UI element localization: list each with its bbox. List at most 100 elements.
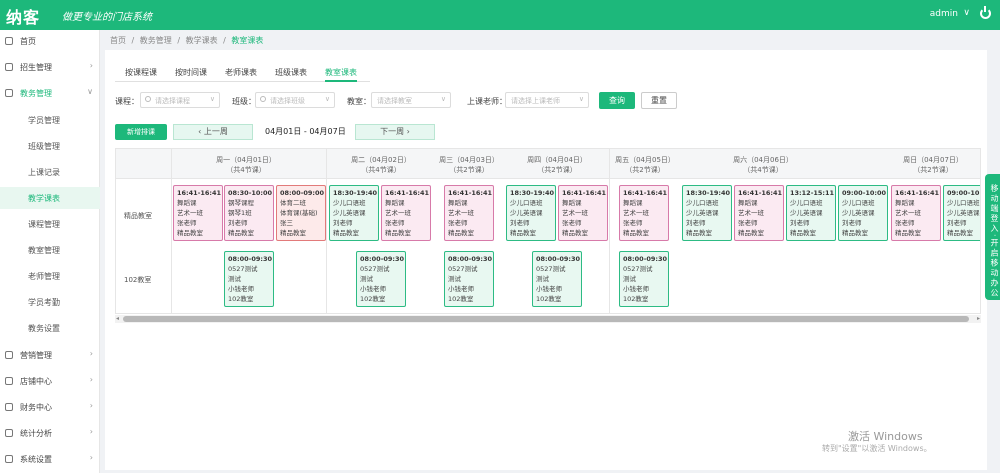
schedule-card[interactable]: 16:41-16:41 舞蹈课 艺术一班 张老师 精品教室 (619, 185, 669, 241)
card-time: 18:30-19:40 (333, 189, 378, 197)
reset-button[interactable]: 重置 (641, 92, 677, 109)
schedule-card[interactable]: 08:00-09:00 体育二班 体育课(基础) 张三 精品教室 (276, 185, 326, 241)
card-line: 张老师 (623, 219, 643, 227)
card-time: 16:41-16:41 (562, 189, 607, 197)
schedule-card[interactable]: 16:41-16:41 舞蹈课 艺术一班 张老师 精品教室 (558, 185, 608, 241)
tab-teacher[interactable]: 老师课表 (225, 68, 257, 77)
schedule-card[interactable]: 18:30-19:40 少儿口语班 少儿英语课 刘老师 精品教室 (506, 185, 556, 241)
schedule-grid: 周一（04月01日） （共4节课） 周二（04月02日） （共4节课） 周三（04月… (115, 148, 981, 314)
teacher-select[interactable]: 请选择上课老师 ∨ (505, 92, 589, 108)
sidebar-sub-label: 学员考勤 (28, 298, 60, 307)
power-icon[interactable] (980, 6, 991, 19)
schedule-card[interactable]: 16:41-16:41 舞蹈课 艺术一班 张老师 精品教室 (381, 185, 431, 241)
card-line: 少儿英语课 (842, 209, 875, 217)
sidebar-item-label: 财务中心 (20, 403, 52, 412)
card-line: 精品教室 (790, 229, 816, 237)
card-line: 精品教室 (623, 229, 649, 237)
sidebar-item-store[interactable]: 店铺中心 › (0, 370, 100, 392)
schedule-card[interactable]: 08:00-09:30 0527测试 测试 小钱老师 102教室 (224, 251, 274, 307)
card-line: 0527测试 (228, 265, 258, 273)
card-line: 刘老师 (790, 219, 810, 227)
tab-room[interactable]: 教室课表 (325, 60, 357, 82)
card-line: 刘老师 (228, 219, 248, 227)
card-line: 测试 (623, 275, 636, 283)
sidebar-sub-label: 班级管理 (28, 142, 60, 151)
course-select[interactable]: 请选择课程 ∨ (140, 92, 220, 108)
next-week-button[interactable]: 下一周 › (355, 124, 435, 140)
card-line: 小钱老师 (448, 285, 474, 293)
card-line: 精品教室 (686, 229, 712, 237)
scroll-left-icon[interactable]: ◂ (116, 315, 120, 322)
day-name: 周六（04月06日） (733, 156, 793, 164)
room-select[interactable]: 请选择教室 ∨ (371, 92, 451, 108)
sidebar-item-enrollment[interactable]: 招生管理 › (0, 56, 100, 78)
app-logo[interactable]: 纳客 (6, 8, 41, 27)
tab-by-course[interactable]: 按课程课 (125, 68, 157, 77)
sidebar-sub-courses[interactable]: 课程管理 (0, 213, 100, 235)
sidebar-sub-classes[interactable]: 班级管理 (0, 135, 100, 157)
card-time: 16:41-16:41 (895, 189, 940, 197)
scrollbar-thumb[interactable] (123, 316, 969, 322)
class-select[interactable]: 请选择班级 ∨ (255, 92, 335, 108)
schedule-card[interactable]: 16:41-16:41 舞蹈课 艺术一班 张老师 精品教室 (444, 185, 494, 241)
schedule-card[interactable]: 18:30-19:40 少儿口语班 少儿英语课 刘老师 精品教室 (682, 185, 732, 241)
sidebar-sub-teachers[interactable]: 老师管理 (0, 265, 100, 287)
schedule-card[interactable]: 08:00-09:30 0527测试 测试 小钱老师 102教室 (356, 251, 406, 307)
breadcrumb-timetable[interactable]: 教学课表 (185, 36, 218, 45)
class-filter-label: 班级： (232, 97, 256, 106)
finance-icon (5, 403, 13, 411)
sidebar-sub-students[interactable]: 学员管理 (0, 109, 100, 131)
day-header-tue: 周二（04月02日） （共4节课） (336, 155, 426, 175)
scroll-right-icon[interactable]: ▸ (976, 315, 980, 322)
sidebar-sub-settings[interactable]: 教务设置 (0, 317, 100, 339)
schedule-card[interactable]: 18:30-19:40 少儿口语班 少儿英语课 刘老师 精品教室 (329, 185, 379, 241)
sidebar-item-marketing[interactable]: 营销管理 › (0, 344, 100, 366)
query-button[interactable]: 查询 (599, 92, 635, 109)
card-line: 少儿英语课 (333, 209, 366, 217)
card-time: 08:00-09:00 (280, 189, 325, 197)
breadcrumb-academic[interactable]: 教务管理 (139, 36, 172, 45)
add-schedule-button[interactable]: 新增排课 (115, 124, 167, 140)
schedule-card[interactable]: 08:00-09:30 0527测试 测试 小钱老师 102教室 (619, 251, 669, 307)
day-count: （共2节课） (537, 166, 577, 174)
breadcrumb-home[interactable]: 首页 (110, 36, 126, 45)
schedule-card[interactable]: 09:00-10:00 少儿口语班少儿英语课刘老师精品教室 (838, 185, 888, 241)
user-menu[interactable]: admin (929, 9, 958, 19)
schedule-card[interactable]: 16:41-16:41 舞蹈课 艺术一班 张老师 精品教室 (891, 185, 941, 241)
tab-by-time[interactable]: 按时间课 (175, 68, 207, 77)
app-slogan: 做更专业的门店系统 (62, 12, 152, 23)
schedule-card[interactable]: 16:41-16:41 舞蹈课 艺术一班 张老师 精品教室 (734, 185, 784, 241)
day-count: （共2节课） (449, 166, 489, 174)
sidebar-sub-records[interactable]: 上课记录 (0, 161, 100, 183)
horizontal-scrollbar[interactable]: ◂ ▸ (115, 315, 981, 323)
grid-divider (326, 149, 327, 313)
sidebar-sub-timetable[interactable]: 教学课表 (0, 187, 100, 209)
prev-week-button[interactable]: ‹ 上一周 (173, 124, 253, 140)
schedule-card[interactable]: 08:00-09:30 0527测试 测试 小钱老师 102教室 (532, 251, 582, 307)
card-time: 16:41-16:41 (385, 189, 430, 197)
sidebar: 首页 招生管理 › 教务管理 ∨ 学员管理 班级管理 上课记录 教学课表 课程管… (0, 30, 100, 473)
card-time: 08:00-09:30 (360, 255, 405, 263)
schedule-card[interactable]: 13:12-15:11 少儿口语班 少儿英语课 刘老师 精品教室 (786, 185, 836, 241)
card-line: 舞蹈课 (177, 199, 197, 207)
mobile-login-tab[interactable]: 移动端登入·开启移动办公 (985, 174, 1000, 300)
sidebar-item-system[interactable]: 系统设置 › (0, 448, 100, 470)
schedule-card[interactable]: 08:30-10:00 钢琴课程 钢琴1班 刘老师 精品教室 (224, 185, 274, 241)
sidebar-item-label: 店铺中心 (20, 377, 52, 386)
card-time: 08:30-10:00 (228, 189, 273, 197)
card-time: 16:41-16:41 (448, 189, 493, 197)
sidebar-item-home[interactable]: 首页 (0, 30, 100, 52)
schedule-card[interactable]: 16:41-16:41 舞蹈课 艺术一班 张老师 精品教室 (173, 185, 223, 241)
teacher-select-placeholder: 请选择上课老师 (511, 97, 560, 105)
card-line: 精品教室 (448, 229, 474, 237)
sidebar-sub-attendance[interactable]: 学员考勤 (0, 291, 100, 313)
tab-class[interactable]: 班级课表 (275, 68, 307, 77)
card-line: 102教室 (228, 295, 254, 303)
sidebar-item-stats[interactable]: 统计分析 › (0, 422, 100, 444)
sidebar-sub-rooms[interactable]: 教室管理 (0, 239, 100, 261)
chevron-down-icon[interactable]: ∨ (963, 8, 970, 18)
sidebar-item-finance[interactable]: 财务中心 › (0, 396, 100, 418)
sidebar-item-academic[interactable]: 教务管理 ∨ (0, 82, 100, 104)
schedule-card[interactable]: 08:00-09:30 0527测试 测试 小钱老师 102教室 (444, 251, 494, 307)
